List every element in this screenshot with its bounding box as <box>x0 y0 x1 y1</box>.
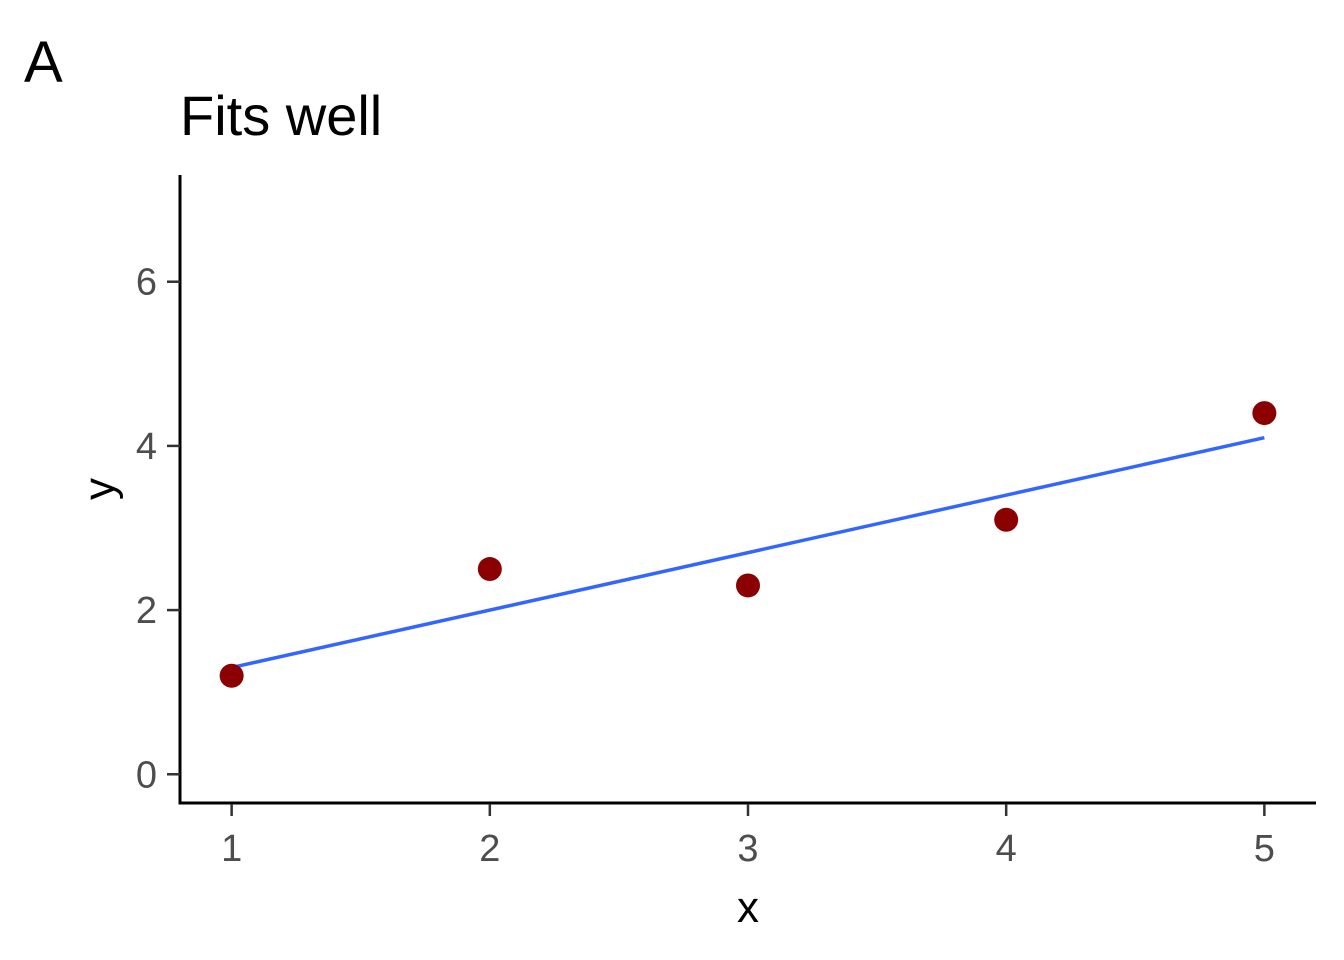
axes <box>178 175 1316 805</box>
x-axis-label: x <box>737 883 759 932</box>
x-ticks: 1 2 3 4 5 <box>221 804 1275 870</box>
y-axis-label: y <box>75 478 124 500</box>
fit-layer <box>231 435 1265 670</box>
x-tick-label: 3 <box>737 828 758 870</box>
y-tick-label: 4 <box>136 426 157 468</box>
data-point <box>736 573 760 598</box>
data-point <box>994 507 1019 532</box>
y-tick-label: 2 <box>136 590 157 632</box>
x-tick-label: 1 <box>221 828 242 870</box>
y-tick-label: 6 <box>136 262 157 304</box>
panel-tag: A <box>24 30 63 95</box>
chart-title: Fits well <box>180 84 382 147</box>
points-layer <box>219 401 1277 688</box>
x-tick-label: 2 <box>479 828 500 870</box>
data-point <box>219 663 244 688</box>
y-tick-label: 0 <box>136 754 157 796</box>
data-point <box>1252 401 1277 426</box>
x-tick-label: 5 <box>1254 828 1275 870</box>
x-tick-label: 4 <box>996 828 1017 870</box>
data-point <box>477 557 502 582</box>
y-ticks: 0 2 4 6 <box>136 262 180 796</box>
fit-line <box>231 435 1265 670</box>
